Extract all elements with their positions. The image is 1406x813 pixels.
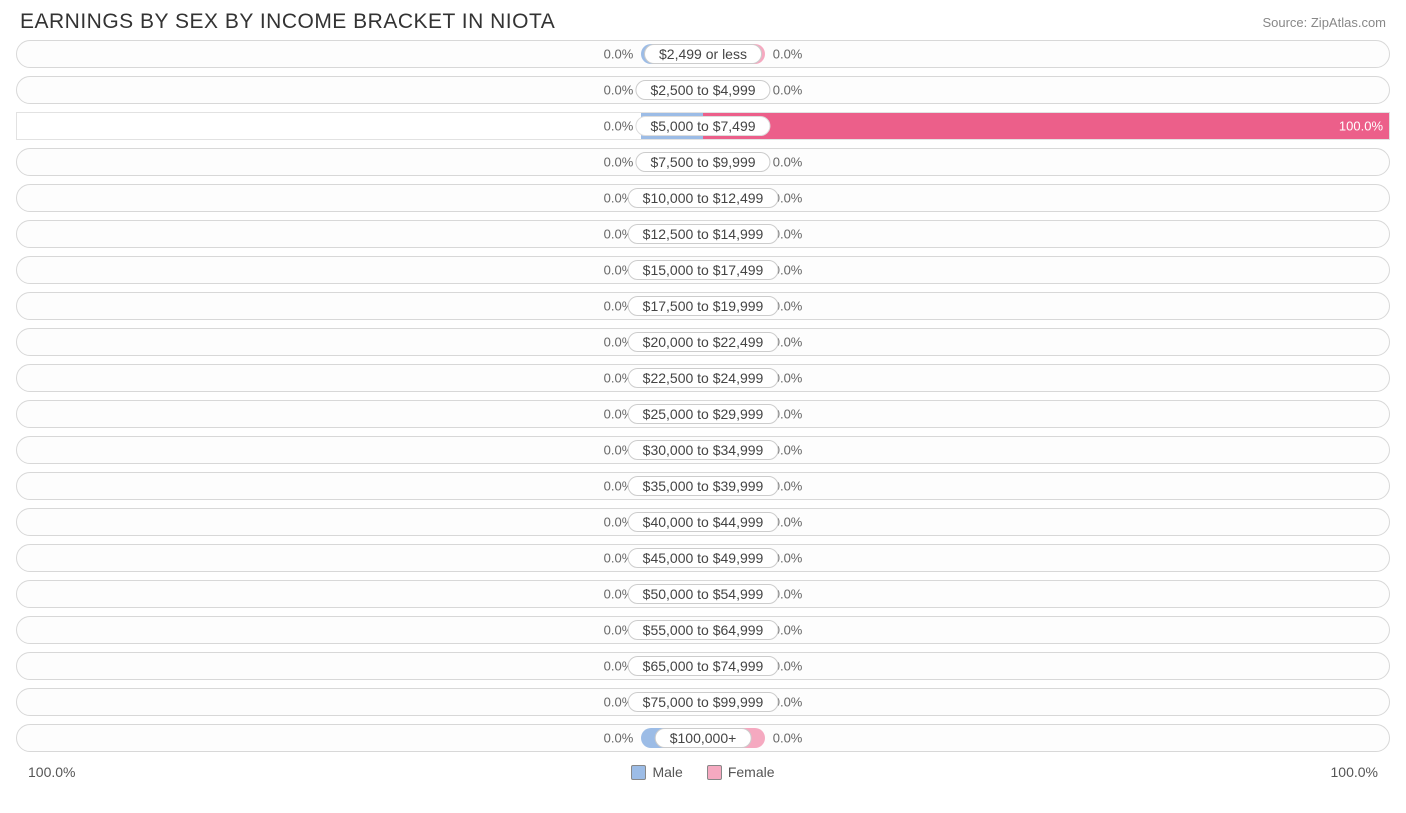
bracket-row: 0.0% 100.0% $5,000 to $7,499 <box>16 112 1390 140</box>
male-pct: 0.0% <box>604 731 634 746</box>
bracket-label: $40,000 to $44,999 <box>628 512 779 532</box>
bracket-row: 0.0%0.0%$10,000 to $12,499 <box>16 184 1390 212</box>
male-pct: 0.0% <box>604 119 634 134</box>
bracket-row: 0.0%0.0%$15,000 to $17,499 <box>16 256 1390 284</box>
bracket-label: $22,500 to $24,999 <box>628 368 779 388</box>
female-bar <box>703 113 1389 139</box>
female-pct: 0.0% <box>773 47 803 62</box>
bracket-row: 0.0% 0.0% $2,499 or less <box>16 40 1390 68</box>
bracket-label: $55,000 to $64,999 <box>628 620 779 640</box>
bracket-label: $10,000 to $12,499 <box>628 188 779 208</box>
legend-male: Male <box>631 764 682 780</box>
bracket-row: 0.0%0.0%$50,000 to $54,999 <box>16 580 1390 608</box>
bracket-row: 0.0%0.0%$22,500 to $24,999 <box>16 364 1390 392</box>
bracket-row: 0.0%0.0%$17,500 to $19,999 <box>16 292 1390 320</box>
bracket-row: 0.0% 0.0% $100,000+ <box>16 724 1390 752</box>
female-pct: 0.0% <box>773 731 803 746</box>
bracket-label: $75,000 to $99,999 <box>628 692 779 712</box>
female-swatch-icon <box>707 765 722 780</box>
female-pct: 0.0% <box>773 155 803 170</box>
bracket-label: $17,500 to $19,999 <box>628 296 779 316</box>
bracket-label: $7,500 to $9,999 <box>635 152 770 172</box>
bracket-label: $35,000 to $39,999 <box>628 476 779 496</box>
bracket-row: 0.0%0.0%$30,000 to $34,999 <box>16 436 1390 464</box>
legend-male-label: Male <box>652 764 682 780</box>
bracket-label: $50,000 to $54,999 <box>628 584 779 604</box>
bracket-row: 0.0%0.0%$55,000 to $64,999 <box>16 616 1390 644</box>
bracket-label: $100,000+ <box>655 728 752 748</box>
bracket-row: 0.0%0.0%$12,500 to $14,999 <box>16 220 1390 248</box>
bracket-label: $12,500 to $14,999 <box>628 224 779 244</box>
chart-area: 0.0%0.0%$2,499 or less0.0%0.0%$2,500 to … <box>0 40 1406 752</box>
bracket-row: 0.0% 0.0%$2,500 to $4,999 <box>16 76 1390 104</box>
bracket-label: $45,000 to $49,999 <box>628 548 779 568</box>
bracket-label: $20,000 to $22,499 <box>628 332 779 352</box>
bracket-row: 0.0%0.0%$35,000 to $39,999 <box>16 472 1390 500</box>
female-pct: 100.0% <box>1339 119 1383 134</box>
legend-female-label: Female <box>728 764 775 780</box>
male-pct: 0.0% <box>604 83 634 98</box>
bracket-row: 0.0%0.0%$65,000 to $74,999 <box>16 652 1390 680</box>
male-pct: 0.0% <box>604 155 634 170</box>
male-swatch-icon <box>631 765 646 780</box>
bracket-row: 0.0% 0.0%$7,500 to $9,999 <box>16 148 1390 176</box>
bracket-label: $2,499 or less <box>644 44 762 64</box>
bracket-label: $2,500 to $4,999 <box>635 80 770 100</box>
bracket-row: 0.0%0.0%$75,000 to $99,999 <box>16 688 1390 716</box>
bracket-label: $30,000 to $34,999 <box>628 440 779 460</box>
legend-female: Female <box>707 764 775 780</box>
bracket-row: 0.0%0.0%$40,000 to $44,999 <box>16 508 1390 536</box>
source-label: Source: ZipAtlas.com <box>1262 15 1386 30</box>
bracket-label: $15,000 to $17,499 <box>628 260 779 280</box>
legend: Male Female <box>631 764 774 780</box>
bracket-row: 0.0%0.0%$25,000 to $29,999 <box>16 400 1390 428</box>
bracket-label: $25,000 to $29,999 <box>628 404 779 424</box>
bracket-label: $65,000 to $74,999 <box>628 656 779 676</box>
female-pct: 0.0% <box>773 83 803 98</box>
bracket-label: $5,000 to $7,499 <box>635 116 770 136</box>
bracket-row: 0.0%0.0%$20,000 to $22,499 <box>16 328 1390 356</box>
bracket-row: 0.0%0.0%$45,000 to $49,999 <box>16 544 1390 572</box>
chart-title: EARNINGS BY SEX BY INCOME BRACKET IN NIO… <box>20 10 555 34</box>
axis-left-max: 100.0% <box>28 764 75 780</box>
male-pct: 0.0% <box>604 47 634 62</box>
axis-right-max: 100.0% <box>1331 764 1378 780</box>
